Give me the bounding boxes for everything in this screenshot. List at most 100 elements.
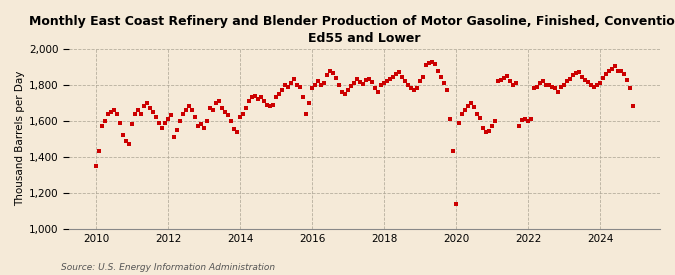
Point <box>424 61 435 65</box>
Point <box>574 70 585 75</box>
Point <box>219 110 230 114</box>
Point <box>610 64 620 68</box>
Point <box>403 83 414 87</box>
Point <box>556 84 566 89</box>
Point <box>385 76 396 81</box>
Point <box>460 108 470 112</box>
Point <box>472 111 483 116</box>
Point <box>487 124 497 128</box>
Point <box>229 127 240 131</box>
Point <box>327 71 338 75</box>
Point <box>181 108 192 112</box>
Point <box>412 86 423 91</box>
Point <box>265 104 275 109</box>
Point <box>306 86 317 91</box>
Point <box>360 78 371 82</box>
Point <box>541 83 551 87</box>
Point <box>475 116 485 120</box>
Point <box>373 90 383 94</box>
Point <box>595 81 605 85</box>
Text: Source: U.S. Energy Information Administration: Source: U.S. Energy Information Administ… <box>61 263 275 272</box>
Point <box>319 81 329 85</box>
Point <box>279 83 290 87</box>
Point <box>157 126 167 130</box>
Point <box>136 111 146 116</box>
Point <box>603 68 614 73</box>
Point <box>252 97 263 101</box>
Point <box>103 111 113 116</box>
Point <box>625 85 636 90</box>
Point <box>163 117 173 121</box>
Point <box>394 70 404 75</box>
Point <box>124 142 134 146</box>
Point <box>592 83 603 87</box>
Point <box>589 84 599 89</box>
Point <box>508 83 518 87</box>
Point <box>370 86 381 91</box>
Point <box>495 78 506 82</box>
Point <box>408 88 419 92</box>
Point <box>607 67 618 71</box>
Point <box>514 124 524 128</box>
Point <box>333 83 344 87</box>
Point <box>159 120 170 125</box>
Point <box>559 83 570 87</box>
Point <box>277 88 288 92</box>
Point <box>456 111 467 116</box>
Point <box>115 120 126 125</box>
Point <box>583 80 593 84</box>
Point <box>570 71 581 75</box>
Point <box>619 72 630 76</box>
Point <box>445 117 456 121</box>
Point <box>352 77 362 82</box>
Point <box>406 86 416 91</box>
Point <box>622 78 632 82</box>
Point <box>142 101 153 105</box>
Point <box>529 86 539 91</box>
Point <box>580 78 591 82</box>
Point <box>553 90 564 94</box>
Point <box>526 117 537 121</box>
Point <box>304 101 315 105</box>
Point <box>316 83 327 87</box>
Point <box>484 128 495 133</box>
Point <box>367 80 377 84</box>
Point <box>283 84 294 89</box>
Point <box>300 111 311 116</box>
Point <box>244 99 254 103</box>
Point <box>259 99 269 103</box>
Point <box>414 79 425 84</box>
Point <box>205 106 215 111</box>
Point <box>564 76 575 81</box>
Point <box>223 113 234 118</box>
Point <box>171 128 182 132</box>
Point <box>211 101 221 105</box>
Point <box>354 80 365 84</box>
Point <box>217 106 227 111</box>
Point <box>130 111 140 116</box>
Point <box>493 79 504 84</box>
Point <box>358 82 369 86</box>
Point <box>298 95 308 100</box>
Point <box>271 95 281 100</box>
Point <box>468 105 479 109</box>
Point <box>117 133 128 138</box>
Point <box>391 72 402 76</box>
Point <box>138 104 149 109</box>
Point <box>144 106 155 111</box>
Point <box>198 126 209 130</box>
Point <box>202 119 213 123</box>
Point <box>331 76 342 80</box>
Point <box>397 75 408 79</box>
Point <box>429 62 440 67</box>
Point <box>511 81 522 85</box>
Point <box>535 81 545 85</box>
Point <box>418 75 429 79</box>
Point <box>543 83 554 87</box>
Point <box>562 79 572 84</box>
Point <box>613 68 624 73</box>
Point <box>238 111 248 116</box>
Point <box>192 124 203 128</box>
Point <box>549 85 560 90</box>
Point <box>517 118 528 122</box>
